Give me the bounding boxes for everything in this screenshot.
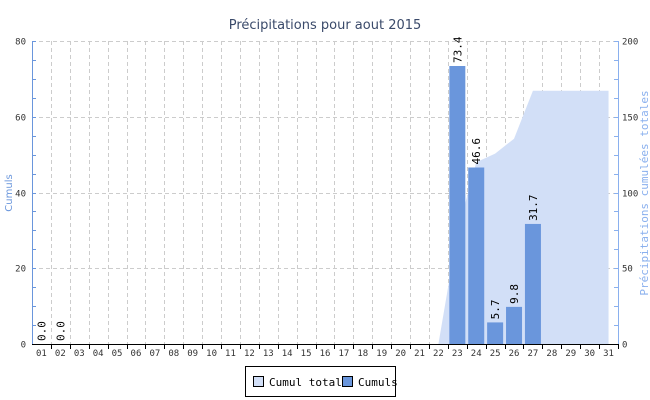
x-tick-label: 03 [74, 349, 85, 359]
bar-26 [506, 306, 523, 344]
bar-value-label: 31.7 [527, 194, 540, 221]
x-tick-label: 22 [433, 349, 444, 359]
x-tick-label: 08 [168, 349, 179, 359]
legend-swatch-cumul-total [253, 376, 264, 387]
bar-value-label: 0.0 [54, 321, 67, 341]
x-tick-label: 19 [376, 349, 387, 359]
x-tick-label: 06 [131, 349, 142, 359]
x-tick-label: 16 [320, 349, 331, 359]
y-tick-label: 40 [15, 190, 26, 200]
y2-tick-label: 100 [622, 190, 638, 200]
bar-27 [524, 223, 541, 344]
x-tick-label: 29 [565, 349, 576, 359]
x-tick-label: 02 [55, 349, 66, 359]
x-tick-label: 31 [603, 349, 614, 359]
legend-label-cumul-total: Cumul total [269, 376, 342, 389]
y2-tick-label: 200 [622, 38, 638, 48]
x-tick-label: 21 [414, 349, 425, 359]
x-tick-label: 05 [112, 349, 123, 359]
x-tick-label: 12 [244, 349, 255, 359]
x-tick-label: 13 [263, 349, 274, 359]
bar-value-label: 73.4 [451, 36, 464, 63]
y-tick-label: 0 [21, 341, 26, 351]
x-tick-label: 11 [225, 349, 236, 359]
x-tick-label: 18 [357, 349, 368, 359]
x-tick-label: 27 [528, 349, 539, 359]
y2-tick-label: 0 [622, 341, 627, 351]
bar-25 [487, 322, 504, 344]
legend-label-cumuls: Cumuls [358, 376, 398, 389]
bar-24 [468, 167, 485, 344]
y-tick-label: 80 [15, 38, 26, 48]
x-tick-label: 25 [490, 349, 501, 359]
x-tick-label: 17 [338, 349, 349, 359]
x-tick-label: 14 [282, 349, 293, 359]
x-tick-label: 10 [206, 349, 217, 359]
bar-value-label: 5.7 [489, 300, 502, 320]
x-tick-label: 01 [36, 349, 47, 359]
bar-value-label: 46.6 [470, 138, 483, 165]
x-tick-label: 26 [509, 349, 520, 359]
bar-value-label: 0.0 [35, 321, 48, 341]
x-tick-label: 07 [149, 349, 160, 359]
chart-title: Précipitations pour aout 2015 [229, 18, 422, 33]
legend-swatch-cumuls [342, 376, 353, 387]
y2-tick-label: 150 [622, 114, 638, 124]
y2-tick-label: 50 [622, 265, 633, 275]
x-tick-label: 28 [546, 349, 557, 359]
y-tick-label: 20 [15, 265, 26, 275]
x-tick-label: 23 [452, 349, 463, 359]
y-axis-label: Cumuls [4, 174, 15, 211]
bar-value-label: 9.8 [508, 284, 521, 304]
y2-axis-label: Précipitations cumulées totales [638, 90, 650, 295]
bar-23 [449, 65, 466, 344]
legend: Cumul total Cumuls [245, 366, 398, 397]
x-tick-label: 20 [395, 349, 406, 359]
x-tick-label: 09 [187, 349, 198, 359]
y-tick-label: 60 [15, 114, 26, 124]
x-tick-label: 04 [93, 349, 104, 359]
x-tick-label: 30 [584, 349, 595, 359]
x-tick-label: 15 [301, 349, 312, 359]
x-tick-label: 24 [471, 349, 482, 359]
